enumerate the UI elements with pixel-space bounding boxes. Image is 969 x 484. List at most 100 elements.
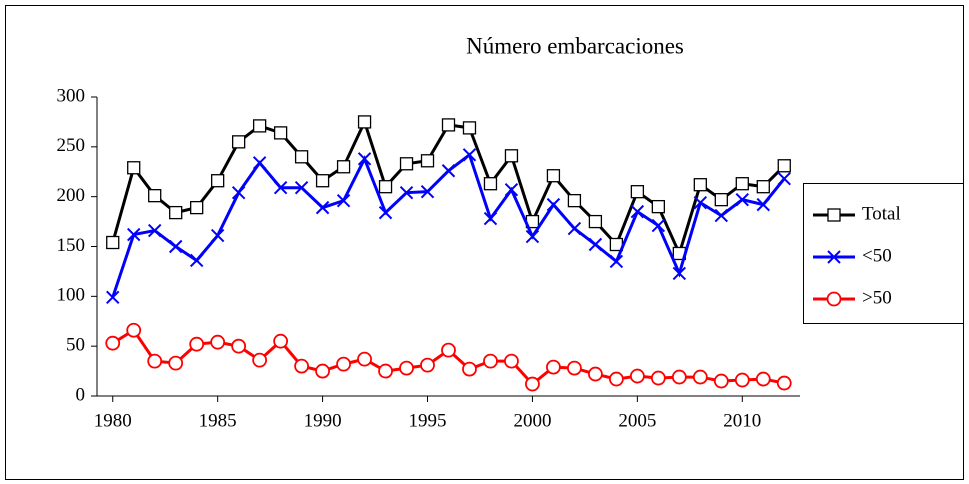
marker xyxy=(483,353,498,369)
marker xyxy=(546,359,561,375)
x-tick-label: 1995 xyxy=(409,410,447,431)
marker xyxy=(231,338,247,354)
marker xyxy=(756,197,770,212)
marker xyxy=(462,361,477,377)
x-tick-label: 2010 xyxy=(723,410,761,431)
marker xyxy=(231,185,246,200)
chart-title: Número embarcaciones xyxy=(466,33,684,58)
marker xyxy=(755,371,771,387)
x-tick-label: 1990 xyxy=(304,410,342,431)
marker xyxy=(587,366,603,382)
marker xyxy=(168,355,184,371)
marker xyxy=(441,342,456,358)
marker xyxy=(462,148,477,162)
marker xyxy=(735,177,749,191)
marker xyxy=(378,180,393,194)
marker xyxy=(504,353,519,369)
x-tick-label: 2005 xyxy=(618,410,656,431)
marker xyxy=(105,335,121,351)
marker xyxy=(420,184,435,199)
marker xyxy=(147,353,163,369)
marker xyxy=(106,235,120,250)
marker xyxy=(630,185,645,199)
y-tick-label: 150 xyxy=(57,235,86,256)
marker xyxy=(169,205,183,220)
marker xyxy=(189,253,204,268)
marker xyxy=(231,135,246,149)
marker xyxy=(399,360,414,376)
marker xyxy=(294,358,310,374)
marker xyxy=(106,290,120,305)
marker xyxy=(651,218,666,233)
marker xyxy=(671,369,687,385)
marker xyxy=(252,352,268,368)
marker xyxy=(546,169,561,183)
marker xyxy=(273,180,288,195)
marker xyxy=(189,336,205,352)
marker xyxy=(525,376,540,392)
y-tick-label: 300 xyxy=(57,85,86,106)
marker xyxy=(567,360,582,376)
marker xyxy=(273,126,288,140)
marker xyxy=(336,193,351,208)
marker xyxy=(714,208,729,223)
marker xyxy=(777,172,791,186)
marker xyxy=(713,373,729,389)
marker xyxy=(609,254,624,269)
marker xyxy=(252,156,267,170)
marker xyxy=(127,161,141,175)
marker xyxy=(210,228,225,243)
marker xyxy=(252,119,267,133)
y-tick-label: 0 xyxy=(76,384,86,405)
marker xyxy=(441,164,456,178)
marker xyxy=(504,149,519,163)
marker xyxy=(483,211,498,226)
marker xyxy=(672,266,687,281)
marker xyxy=(827,208,841,222)
marker xyxy=(483,177,498,191)
marker xyxy=(336,356,351,372)
legend-label: Total xyxy=(862,203,901,224)
marker xyxy=(315,174,330,188)
marker xyxy=(148,189,162,203)
x-tick-label: 1980 xyxy=(94,410,132,431)
marker xyxy=(441,118,456,132)
y-tick-label: 100 xyxy=(57,285,86,306)
marker xyxy=(826,291,842,307)
marker xyxy=(630,204,645,219)
marker xyxy=(357,351,372,367)
marker xyxy=(420,154,435,168)
marker xyxy=(588,214,603,229)
x-tick-label: 2000 xyxy=(513,410,551,431)
marker xyxy=(546,197,561,212)
y-tick-label: 250 xyxy=(57,135,86,156)
marker xyxy=(420,357,435,373)
marker xyxy=(651,199,666,214)
marker xyxy=(148,223,162,238)
marker xyxy=(588,237,603,252)
marker xyxy=(357,152,372,166)
legend-label: >50 xyxy=(862,287,892,308)
marker xyxy=(650,370,666,386)
marker xyxy=(734,372,750,388)
marker xyxy=(462,121,477,135)
marker xyxy=(504,182,519,197)
marker xyxy=(294,180,309,195)
marker xyxy=(693,178,707,192)
marker xyxy=(735,192,749,207)
marker xyxy=(357,115,372,129)
y-tick-label: 50 xyxy=(66,335,85,356)
marker xyxy=(399,157,414,171)
marker xyxy=(525,229,540,244)
legend-label: <50 xyxy=(862,245,892,266)
y-tick-label: 200 xyxy=(57,185,86,206)
marker xyxy=(315,200,330,215)
marker xyxy=(378,205,393,220)
marker xyxy=(777,159,791,173)
marker xyxy=(399,185,414,200)
marker xyxy=(336,160,351,174)
marker xyxy=(776,375,792,391)
marker xyxy=(315,363,330,379)
marker xyxy=(168,239,183,254)
